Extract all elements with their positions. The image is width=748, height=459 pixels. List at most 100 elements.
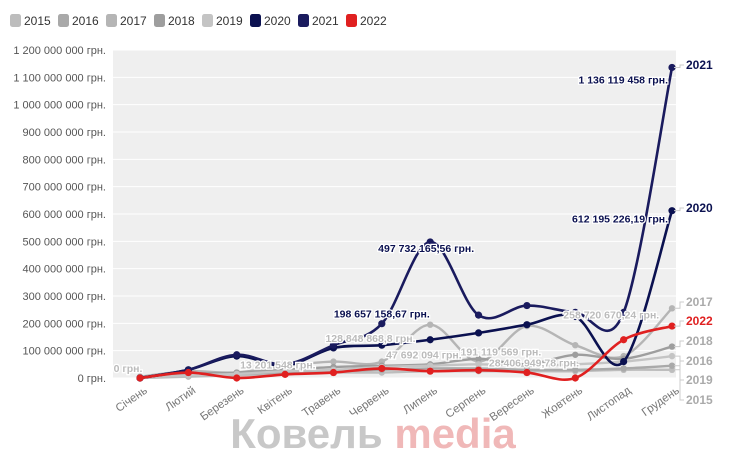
y-tick-label: 300 000 000 грн. — [23, 291, 107, 303]
data-point — [572, 366, 579, 373]
data-point — [474, 311, 483, 319]
legend-label: 2015 — [24, 14, 51, 28]
end-label: 2015 — [686, 393, 713, 407]
legend-item[interactable]: 2020 — [250, 14, 291, 28]
legend-swatch — [250, 14, 261, 27]
end-label: 2017 — [686, 295, 713, 309]
data-label: 128 848 868,8 грн. — [325, 333, 415, 345]
legend-item[interactable]: 2017 — [106, 14, 147, 28]
x-tick-label: Грудень — [640, 385, 682, 419]
legend-label: 2019 — [216, 14, 243, 28]
data-point — [523, 301, 531, 310]
y-tick-label: 400 000 000 грн. — [23, 264, 107, 276]
x-tick-label: Листопад — [585, 384, 634, 423]
data-point — [378, 341, 386, 349]
data-point — [184, 368, 192, 377]
data-point — [668, 207, 676, 215]
data-point — [426, 362, 434, 369]
end-label-connector — [674, 320, 684, 327]
end-label: 2021 — [686, 58, 713, 72]
end-labels: 2021 2020 2017 2022 2018 2016 2019 2015 — [674, 58, 713, 407]
legend-item[interactable]: 2019 — [202, 14, 243, 28]
x-tick-label: Лютий — [163, 385, 198, 414]
legend-item[interactable]: 2016 — [58, 14, 99, 28]
data-point — [572, 361, 579, 368]
legend-swatch — [10, 14, 21, 27]
y-tick-label: 700 000 000 грн. — [23, 182, 107, 194]
end-label: 2019 — [686, 373, 713, 387]
data-point — [572, 351, 579, 358]
y-tick-label: 800 000 000 грн. — [23, 154, 107, 166]
end-label: 2016 — [686, 354, 713, 368]
end-label-connector — [674, 355, 684, 381]
legend-item[interactable]: 2015 — [10, 14, 51, 28]
data-point — [474, 329, 483, 337]
data-point — [426, 367, 434, 375]
legend-item[interactable]: 2018 — [154, 14, 195, 28]
data-point — [378, 320, 386, 328]
end-label: 2020 — [686, 201, 713, 215]
data-labels: 0 грн. 13 201 548 грн. 128 848 868,8 грн. 1… — [112, 73, 669, 376]
data-point — [330, 358, 337, 365]
end-label-connector — [674, 207, 684, 212]
data-point — [668, 352, 676, 360]
data-label: 13 201 548 грн. — [240, 359, 316, 371]
legend-label: 2020 — [264, 14, 291, 28]
end-label-connector — [674, 340, 684, 348]
data-point — [668, 305, 676, 312]
legend: 2015 2016 2017 2018 2019 2020 2021 2022 — [10, 14, 387, 28]
x-tick-label: Січень — [114, 385, 150, 415]
y-tick-label: 0 грн. — [78, 373, 106, 385]
legend-label: 2021 — [312, 14, 339, 28]
watermark-part2: media — [394, 410, 516, 457]
y-tick-label: 900 000 000 грн. — [23, 127, 107, 139]
data-point — [426, 321, 434, 328]
data-point — [571, 308, 579, 316]
end-label-connector — [674, 301, 684, 309]
data-label: 47 692 094 грн. — [386, 349, 462, 361]
data-label: 191 119 569 грн. — [461, 347, 542, 359]
data-label: 198 657 158,67 грн. — [334, 309, 430, 321]
data-point — [668, 63, 676, 72]
legend-swatch — [298, 14, 309, 27]
legend-label: 2018 — [168, 14, 195, 28]
series-lines — [136, 63, 676, 382]
data-point — [136, 374, 144, 382]
grid-lines — [113, 49, 676, 379]
data-point — [668, 362, 676, 369]
data-point — [475, 355, 482, 363]
data-point — [474, 366, 483, 374]
data-point — [620, 336, 628, 344]
data-label: 0 грн. — [114, 363, 143, 375]
data-point — [281, 370, 289, 378]
end-label: 2022 — [686, 314, 713, 328]
legend-item[interactable]: 2021 — [298, 14, 339, 28]
x-tick-label: Жовтень — [540, 385, 585, 422]
data-point — [571, 374, 579, 382]
legend-swatch — [154, 14, 165, 27]
y-tick-label: 600 000 000 грн. — [23, 209, 107, 221]
y-tick-label: 1 000 000 000 грн. — [13, 100, 106, 112]
data-label: 612 195 226,19 грн. — [572, 214, 668, 226]
y-tick-label: 200 000 000 грн. — [23, 318, 107, 330]
data-point — [426, 238, 434, 246]
data-point — [620, 358, 628, 366]
y-tick-label: 1 100 000 000 грн. — [13, 72, 106, 84]
legend-item[interactable]: 2022 — [346, 14, 387, 28]
end-label: 2018 — [686, 334, 713, 348]
data-point — [523, 368, 531, 377]
data-point — [668, 343, 676, 350]
watermark: Ковель media — [230, 410, 516, 457]
data-label: 497 732 165,56 грн. — [378, 243, 474, 255]
data-point — [668, 322, 676, 330]
data-point — [329, 368, 338, 377]
series-line-2019 — [139, 354, 673, 380]
data-point — [523, 362, 531, 369]
data-point — [378, 364, 386, 373]
legend-label: 2016 — [72, 14, 99, 28]
data-label: 1 136 119 458 грн. — [578, 74, 668, 86]
data-point — [426, 336, 434, 344]
y-tick-label: 1 200 000 000 грн. — [13, 45, 106, 57]
data-label: 258 720 670,24 грн. — [563, 310, 659, 322]
